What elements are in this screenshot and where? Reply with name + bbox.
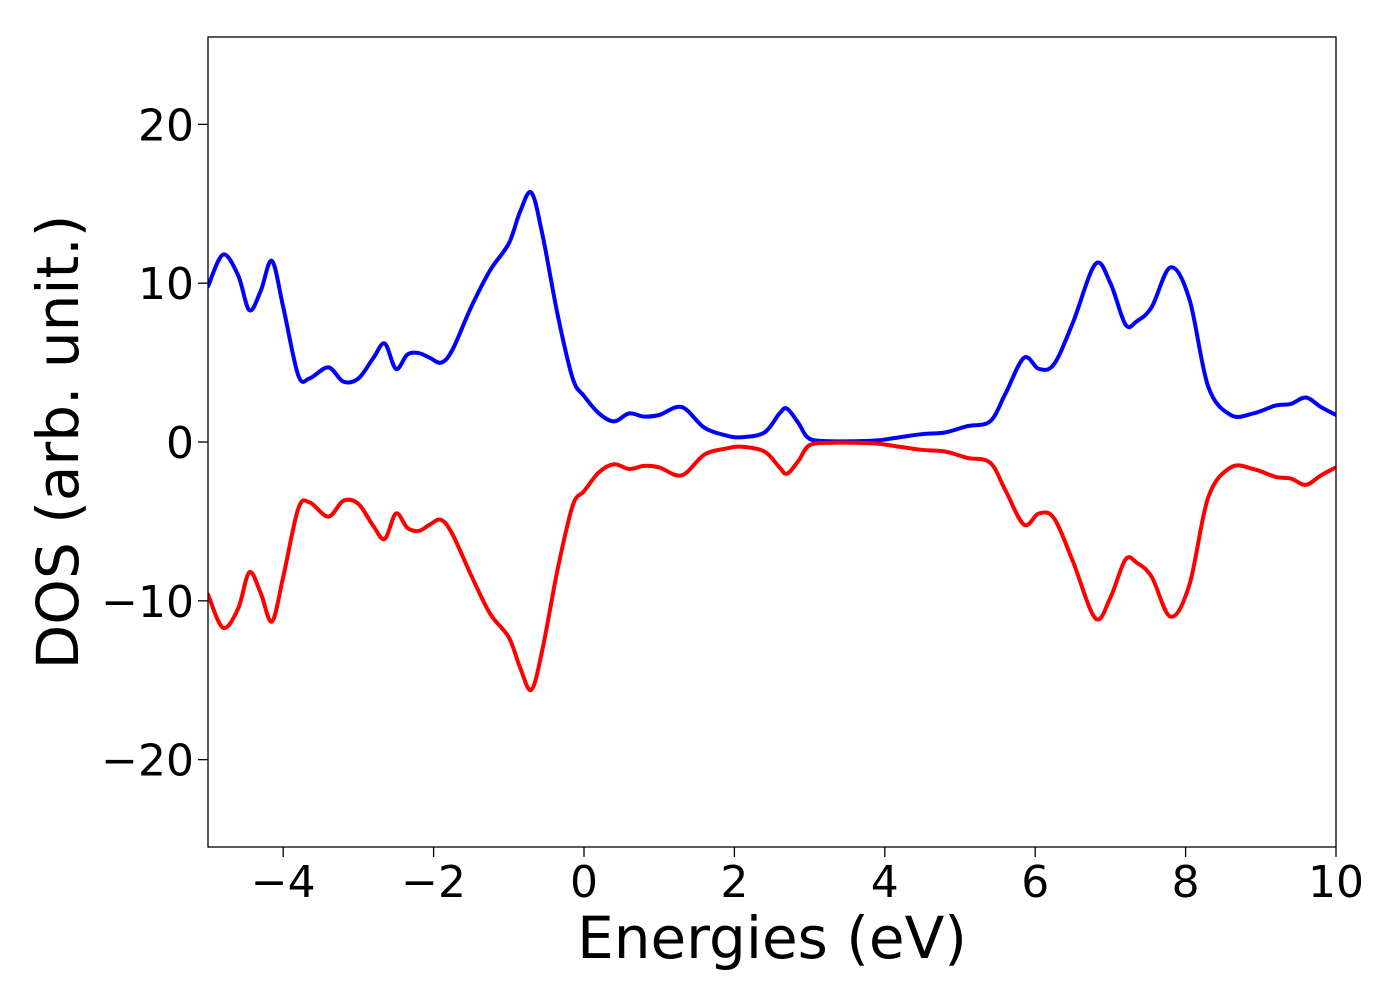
y-axis-label: DOS (arb. unit.) (24, 215, 92, 670)
x-tick-label: 10 (1308, 857, 1364, 908)
series-layer (208, 189, 1336, 693)
series-line-1 (208, 189, 1336, 444)
x-tick-label: 6 (1021, 857, 1049, 908)
x-tick-label: 0 (570, 857, 598, 908)
x-axis-label: Energies (eV) (577, 904, 967, 972)
y-tick-label: 0 (166, 418, 194, 469)
series-line-2 (208, 440, 1336, 693)
x-tick-label: −4 (251, 857, 316, 908)
y-tick-label: 10 (138, 259, 194, 310)
y-axis-ticks: −20 −10 0 10 20 (101, 100, 208, 787)
y-tick-label: 20 (138, 100, 194, 151)
x-tick-label: 2 (720, 857, 748, 908)
x-tick-label: 8 (1172, 857, 1200, 908)
x-axis-ticks: −4 −2 0 2 4 6 8 10 (251, 847, 1364, 908)
x-tick-label: 4 (871, 857, 899, 908)
x-tick-label: −2 (401, 857, 466, 908)
y-tick-label: −10 (101, 577, 194, 628)
y-tick-label: −20 (101, 736, 194, 787)
